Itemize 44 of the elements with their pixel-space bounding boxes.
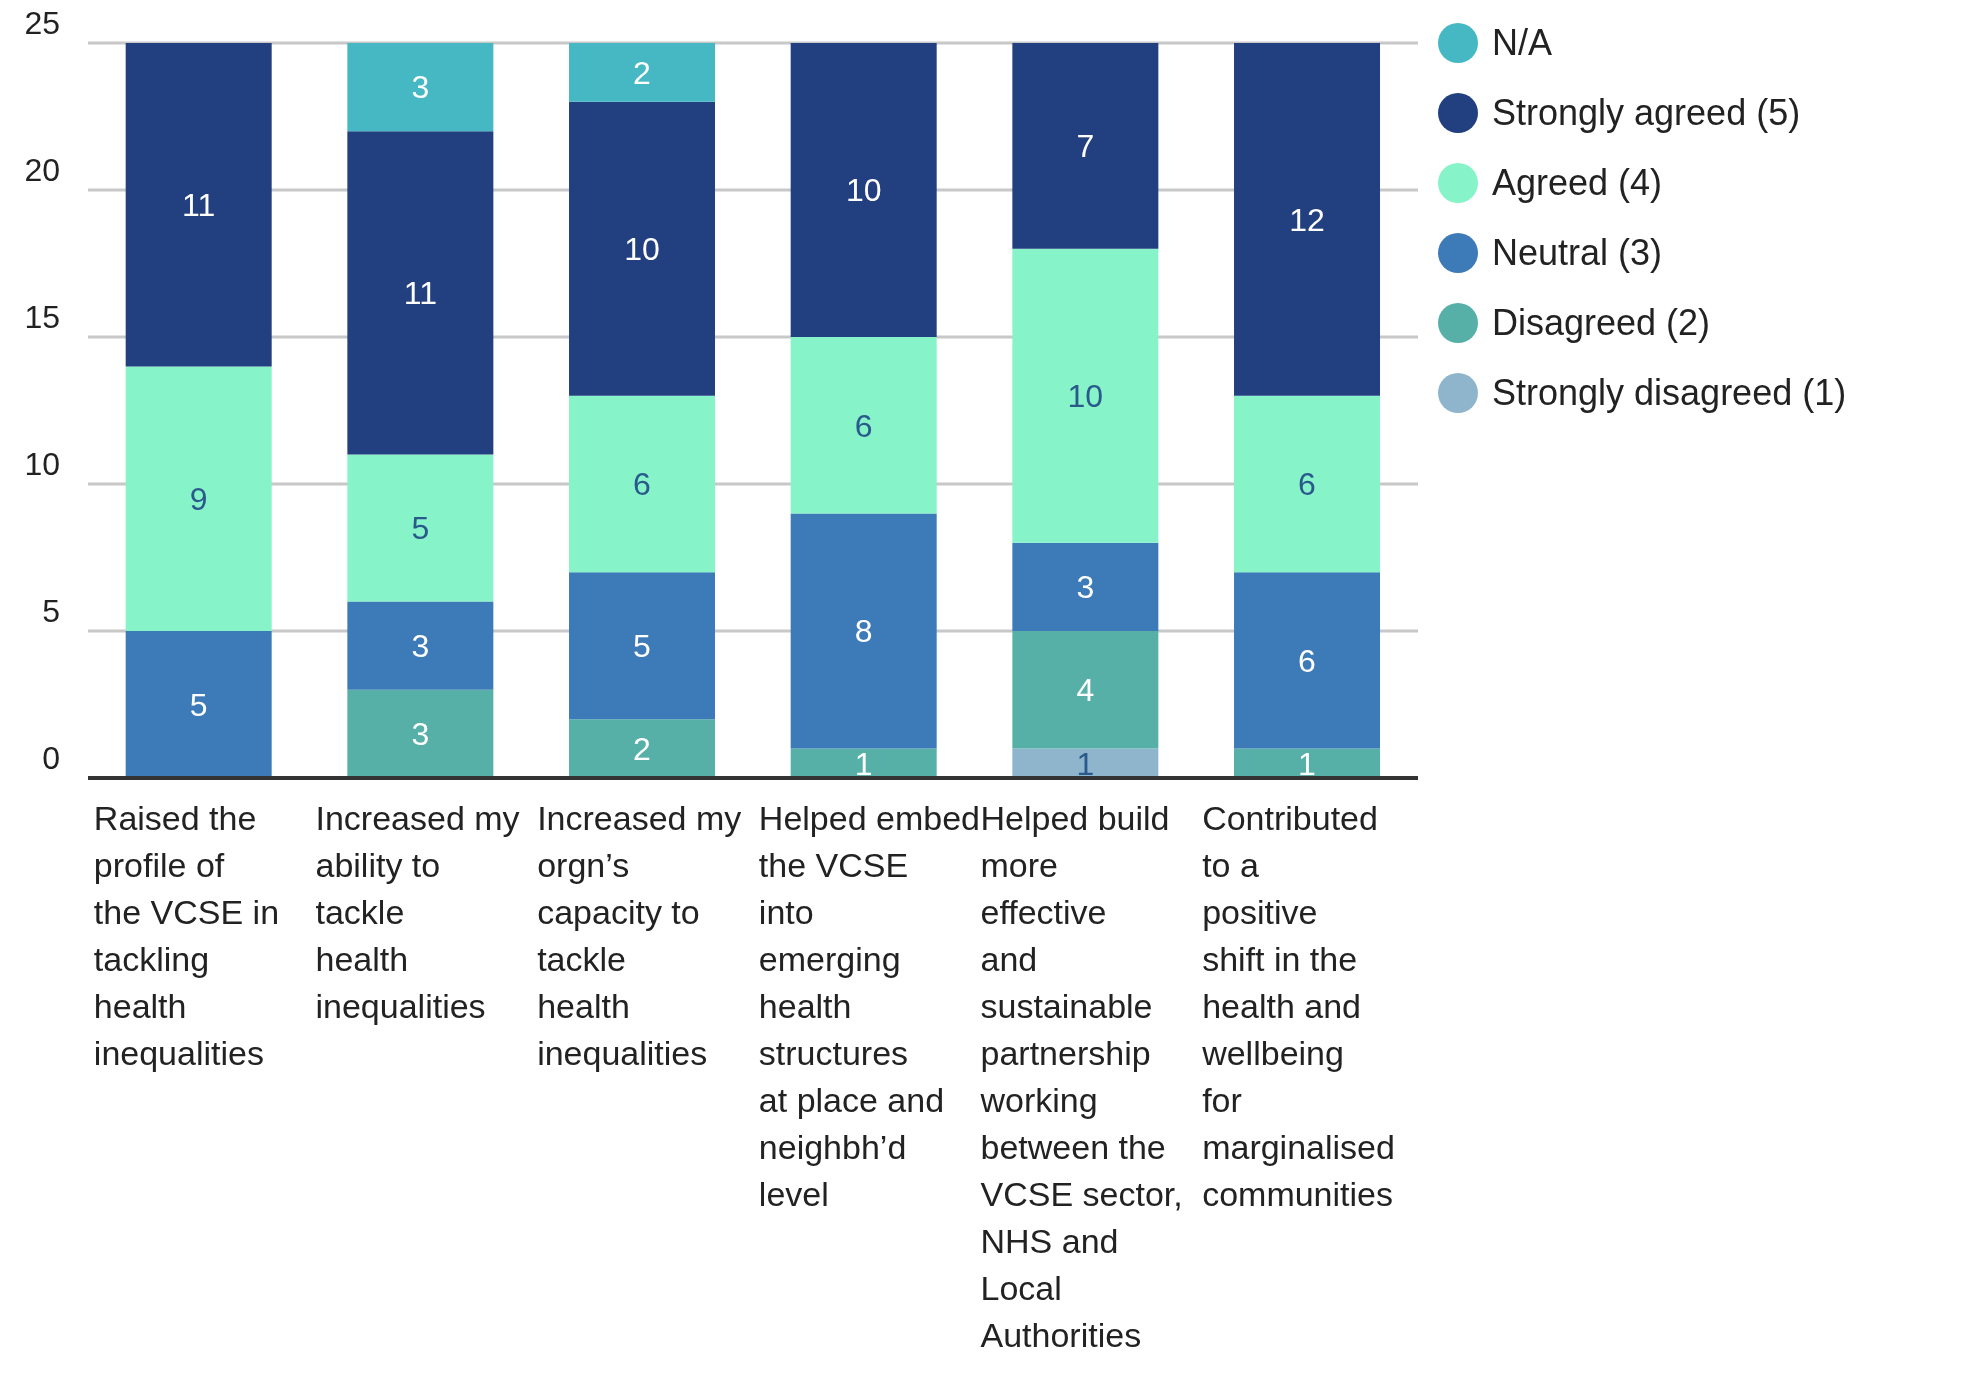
data-label: 3 [411, 628, 430, 665]
data-label: 4 [1076, 672, 1095, 709]
legend-label: Agreed (4) [1492, 162, 1663, 204]
data-label: 5 [633, 628, 651, 665]
data-label: 1 [1298, 745, 1316, 782]
data-label: 5 [411, 510, 430, 547]
y-tick-label: 0 [42, 740, 60, 777]
data-label: 10 [624, 231, 660, 268]
category-label: Contributed to a positive shift in the health and wellbeing for marginalised communities [1202, 799, 1395, 1213]
legend-label: Strongly disagreed (1) [1492, 372, 1847, 414]
category-label: Helped embed the VCSE into emerging health structures at place and neighbh’d level [758, 799, 980, 1213]
data-label: 1 [1076, 745, 1095, 782]
data-label: 7 [1076, 128, 1095, 165]
y-tick-label: 10 [24, 446, 60, 483]
data-label: 6 [1298, 466, 1316, 503]
legend-label: Strongly agreed (5) [1492, 92, 1801, 134]
legend-label: Neutral (3) [1492, 232, 1663, 274]
data-label: 1 [854, 745, 873, 782]
data-label: 2 [633, 730, 651, 767]
data-label: 5 [189, 686, 208, 723]
y-tick-label: 25 [24, 5, 60, 42]
x-tick-label: Raised the profile of the VCSE in tackling health inequalities [93, 799, 280, 1072]
legend-label: N/A [1492, 22, 1553, 64]
data-label: 2 [633, 54, 651, 91]
data-label: 9 [189, 481, 208, 518]
legend-label: Disagreed (2) [1492, 302, 1711, 344]
data-label: 6 [1298, 642, 1316, 679]
y-tick-label: 15 [24, 299, 60, 336]
y-tick-label: 5 [42, 593, 60, 630]
data-label: 11 [403, 275, 437, 312]
x-tick-label: Increased my ability to tackle health inequalities [315, 799, 520, 1025]
data-label: 8 [854, 613, 873, 650]
y-tick-label: 20 [24, 152, 60, 189]
data-label: 6 [633, 466, 651, 503]
data-label: 11 [182, 187, 216, 224]
data-label: 3 [1076, 569, 1095, 606]
data-label: 3 [411, 716, 430, 753]
data-label: 12 [1289, 201, 1325, 238]
data-label: 10 [845, 172, 882, 209]
x-tick-label: Increased my orgn’s capacity to tackle health inequalities [537, 799, 742, 1072]
data-label: 10 [1067, 378, 1104, 415]
data-label: 3 [411, 69, 430, 106]
category-label: Helped build more effective and sustainable partnership working between the VCSE sector, NHS and Local Authorities [980, 799, 1183, 1354]
data-label: 6 [854, 407, 873, 444]
